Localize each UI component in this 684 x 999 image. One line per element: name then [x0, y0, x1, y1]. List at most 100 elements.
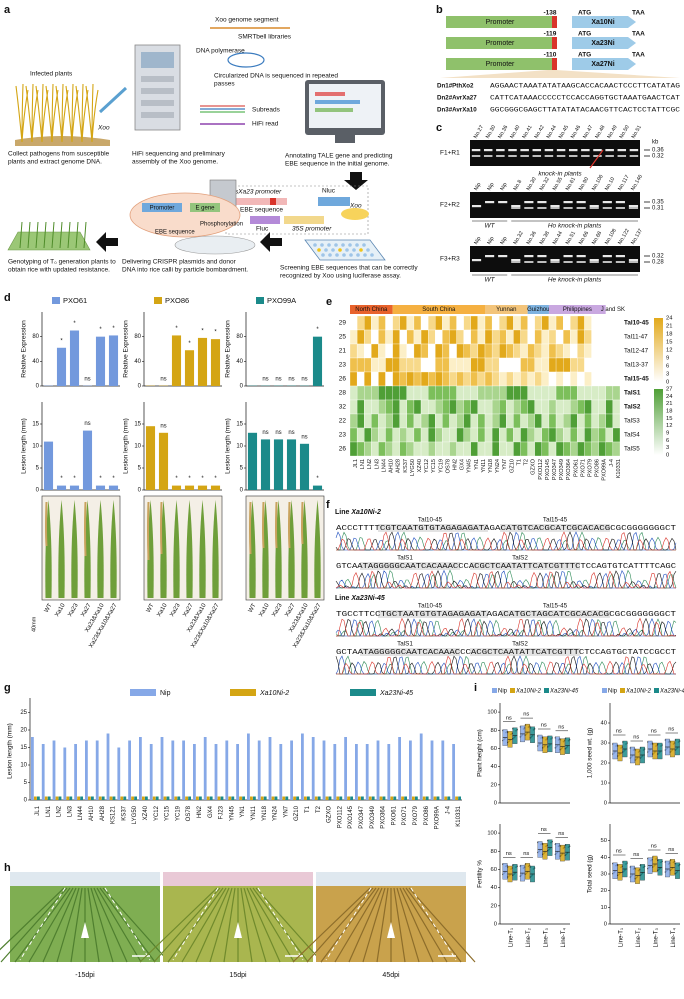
bar — [304, 796, 307, 800]
gel-band — [629, 155, 639, 157]
heat-cell — [491, 371, 500, 387]
label: Promoter — [486, 40, 515, 47]
bar — [171, 740, 175, 800]
y-tick-label: 0 — [36, 488, 40, 494]
lesion — [275, 501, 278, 549]
heat-cell — [349, 315, 358, 331]
heat-cell — [356, 343, 365, 359]
heat-cell — [364, 315, 372, 331]
label: Nip — [473, 236, 482, 246]
bar — [279, 744, 283, 800]
column-label: PXO79 — [588, 459, 594, 477]
heat-cell — [520, 371, 528, 387]
x-tick-label: Line-T₁ — [618, 928, 624, 947]
heat-cell — [612, 343, 621, 359]
caption: assembly of the Xoo genome. — [132, 159, 218, 166]
gel-band — [568, 155, 578, 157]
heat-cell — [591, 315, 599, 331]
seedling — [59, 221, 63, 249]
heat-cell — [449, 399, 457, 415]
x-tick-label: Line-T₄ — [561, 927, 567, 947]
bar — [74, 744, 77, 800]
label: TalS1 — [624, 390, 641, 397]
well — [331, 248, 335, 252]
chromatogram — [336, 655, 676, 675]
dashed-line — [410, 887, 457, 961]
gel-band — [483, 155, 493, 157]
label: Tal10-45 — [624, 320, 649, 327]
legend-swatch — [130, 689, 156, 696]
column-label: LN3 — [374, 459, 380, 469]
label: No.47 — [582, 124, 594, 139]
label: Xoo — [349, 203, 362, 210]
label: 21 — [339, 348, 347, 355]
heat-cell — [605, 413, 614, 429]
heat-cell — [534, 357, 542, 373]
heat-cell — [349, 427, 358, 443]
label: 0.31 — [652, 206, 664, 212]
chromatogram — [335, 655, 676, 675]
heat-cell — [541, 357, 550, 373]
column-label: YN18 — [488, 459, 494, 473]
heat-cell — [406, 399, 415, 415]
heat-cell — [470, 357, 479, 373]
heat-cell — [477, 441, 486, 457]
heat-cell — [591, 413, 599, 429]
lesion — [160, 501, 163, 555]
label: Xa23Ni — [591, 40, 614, 47]
y-tick-label: 20 — [491, 782, 497, 788]
bar — [197, 337, 208, 386]
legend-label: Xa23Ni-45 — [379, 690, 413, 697]
label: Promoter — [486, 61, 515, 68]
rice-row — [334, 887, 380, 963]
label: WT — [485, 223, 496, 230]
x-tick-label: Xa23 — [169, 602, 182, 618]
heat-cell — [563, 329, 571, 345]
egene-box — [190, 203, 220, 212]
heat-cell — [392, 343, 400, 359]
lesion — [45, 501, 48, 547]
label: ns — [301, 376, 307, 382]
heat-cell — [484, 441, 493, 457]
gel-band — [532, 155, 542, 157]
heat-cell — [463, 441, 471, 457]
legend-swatch — [492, 688, 497, 693]
caption: Screening EBE sequences that can be corr… — [280, 265, 418, 272]
heat-cell — [520, 427, 528, 443]
y-tick-label: 80 — [32, 334, 39, 340]
y-tick-label: 50 — [601, 838, 607, 844]
heat-cell — [477, 399, 486, 415]
heat-cell — [491, 399, 500, 415]
x-tick-label: Line-T₂ — [526, 927, 532, 947]
promoter-box — [446, 37, 556, 49]
leaf — [186, 500, 193, 598]
scale-tick-label: 21 — [666, 324, 672, 330]
heat-cell — [563, 413, 571, 429]
label: 0.32 — [652, 254, 664, 260]
heat-cell — [463, 427, 471, 443]
label: No.8 — [513, 179, 524, 192]
bar — [458, 796, 461, 800]
bar — [163, 796, 167, 800]
heat-cell — [385, 371, 393, 387]
label: -119 — [544, 31, 557, 38]
label: ns — [633, 852, 639, 858]
label: No.66 — [578, 230, 590, 245]
heat-cell — [442, 315, 450, 331]
seedling — [51, 221, 55, 249]
legend-label: Xa10Ni-2 — [259, 690, 289, 697]
legend-swatch — [510, 688, 515, 693]
region-band — [350, 305, 393, 314]
label: TAA — [632, 52, 645, 59]
x-tick-label: YN11 — [251, 805, 257, 820]
bar — [209, 796, 213, 800]
heat-cell — [349, 385, 358, 401]
region-band — [392, 305, 485, 314]
label: Tal12-47 — [624, 348, 649, 355]
label: No.50 — [619, 124, 631, 139]
heat-cell — [541, 427, 550, 443]
well — [338, 248, 342, 252]
label: * — [73, 321, 76, 327]
rice-row — [167, 887, 224, 963]
label: ns — [84, 376, 90, 382]
